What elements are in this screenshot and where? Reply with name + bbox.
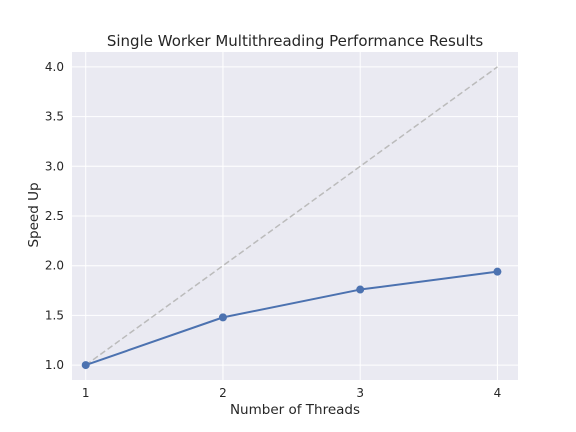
y-tick-label: 3.5 [45, 110, 64, 124]
data-point [493, 267, 502, 276]
y-axis-label: Speed Up [26, 182, 42, 247]
y-tick-label: 2.5 [45, 209, 64, 223]
measured-speedup-line [85, 270, 498, 367]
x-axis-label: Number of Threads [230, 402, 360, 418]
y-tick-label: 2.0 [45, 259, 64, 273]
data-point [218, 313, 227, 322]
x-tick-label: 3 [356, 386, 364, 400]
tick-labels: 1 2 3 4 1.0 1.5 2.0 2.5 3.0 3.5 4.0 [45, 60, 501, 400]
y-tick-label: 1.5 [45, 308, 64, 322]
chart-title: Single Worker Multithreading Performance… [107, 32, 483, 50]
grid-lines [72, 52, 518, 380]
data-point [81, 361, 90, 370]
x-tick-label: 1 [82, 386, 90, 400]
data-series [81, 66, 502, 370]
y-tick-label: 4.0 [45, 60, 64, 74]
x-tick-label: 2 [219, 386, 227, 400]
y-tick-label: 3.0 [45, 159, 64, 173]
data-point [356, 285, 365, 294]
x-tick-label: 4 [494, 386, 502, 400]
y-tick-label: 1.0 [45, 358, 64, 372]
ideal-speedup-line [85, 66, 498, 366]
